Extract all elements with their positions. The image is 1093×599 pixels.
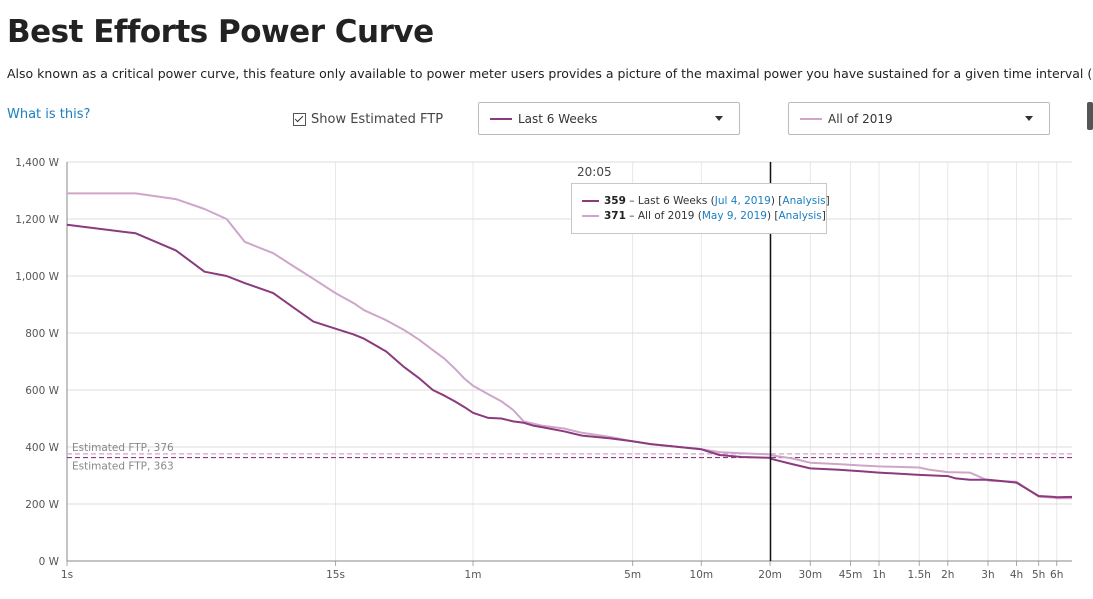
ftp-checkbox[interactable] <box>293 113 306 126</box>
series-swatch-year <box>800 117 822 120</box>
x-tick-label: 5m <box>624 569 641 581</box>
y-tick-label: 1,400 W <box>15 157 59 169</box>
x-tick-label: 10m <box>690 569 714 581</box>
x-tick-label: 4h <box>1010 569 1023 581</box>
y-tick-label: 400 W <box>25 442 59 454</box>
y-tick-label: 600 W <box>25 385 59 397</box>
tooltip-value: 359 <box>604 195 626 207</box>
crosshair-time-label: 20:05 <box>577 165 612 179</box>
chevron-down-icon <box>715 116 723 121</box>
range-select-year-value: All of 2019 <box>828 111 893 126</box>
tooltip-paren: ) [ <box>766 210 779 222</box>
series-line-recent <box>66 223 1073 499</box>
page-description: Also known as a critical power curve, th… <box>7 66 1093 81</box>
tooltip-separator: – <box>625 195 638 207</box>
page-title: Best Efforts Power Curve <box>7 14 434 50</box>
x-tick-label: 20m <box>758 569 782 581</box>
scrollbar-handle[interactable] <box>1087 102 1093 130</box>
ftp-toggle-label: Show Estimated FTP <box>311 112 444 127</box>
series-line-year <box>67 192 1072 500</box>
x-tick-label: 1.5h <box>908 569 931 581</box>
tooltip-date-link[interactable]: May 9, 2019 <box>701 210 767 222</box>
x-tick-label: 1m <box>465 569 482 581</box>
tooltip-date-link[interactable]: Jul 4, 2019 <box>714 195 771 207</box>
tooltip-paren: ( <box>694 210 702 222</box>
power-curve-chart[interactable]: 1s 15s 1m 5m 10m 20m 30m 45m 1h 1.5h 2h 3h 4h 5h 6h 0 W… <box>0 150 1093 599</box>
range-select-year[interactable]: All of 2019 <box>788 102 1050 135</box>
tooltip-paren: ( <box>707 195 715 207</box>
tooltip-paren: ) [ <box>770 195 783 207</box>
what-is-this-link[interactable]: What is this? <box>7 107 91 122</box>
tooltip-swatch-recent <box>582 200 599 202</box>
chevron-down-icon <box>1025 116 1033 121</box>
tooltip-swatch-year <box>582 215 599 217</box>
range-select-recent-value: Last 6 Weeks <box>518 111 598 126</box>
y-tick-label: 0 W <box>39 556 60 568</box>
tooltip-separator: – <box>625 210 638 222</box>
tooltip-bracket: ] <box>825 195 830 207</box>
y-tick-label: 800 W <box>25 328 59 340</box>
tooltip-label: Last 6 Weeks <box>637 195 708 207</box>
x-tick-label: 1s <box>61 569 73 581</box>
y-tick-label: 1,000 W <box>15 271 59 283</box>
tooltip-analysis-link[interactable]: Analysis <box>778 210 822 222</box>
x-tick-label: 3h <box>981 569 994 581</box>
tooltip-label: All of 2019 <box>637 210 695 222</box>
x-tick-label: 45m <box>839 569 863 581</box>
show-estimated-ftp-toggle[interactable]: Show Estimated FTP <box>293 112 443 127</box>
chart-tooltip: 359 – Last 6 Weeks ( Jul 4, 2019 ) [ Ana… <box>571 183 830 234</box>
x-tick-label: 15s <box>326 569 345 581</box>
y-tick-label: 1,200 W <box>15 214 59 226</box>
tooltip-row-year: 371 – All of 2019 ( May 9, 2019 ) [ Anal… <box>582 210 826 222</box>
x-tick-label: 5h <box>1032 569 1045 581</box>
tooltip-row-recent: 359 – Last 6 Weeks ( Jul 4, 2019 ) [ Ana… <box>582 195 830 207</box>
x-tick-label: 2h <box>941 569 954 581</box>
ftp-label: Estimated FTP, 363 <box>72 461 174 473</box>
y-tick-label: 200 W <box>25 499 59 511</box>
x-tick-label: 1h <box>872 569 885 581</box>
tooltip-bracket: ] <box>821 210 826 222</box>
range-select-recent[interactable]: Last 6 Weeks <box>478 102 740 135</box>
series-swatch-recent <box>490 117 512 120</box>
tooltip-value: 371 <box>604 210 626 222</box>
x-tick-label: 30m <box>799 569 823 581</box>
x-tick-label: 6h <box>1050 569 1063 581</box>
ftp-label: Estimated FTP, 376 <box>72 442 174 454</box>
tooltip-analysis-link[interactable]: Analysis <box>782 195 826 207</box>
